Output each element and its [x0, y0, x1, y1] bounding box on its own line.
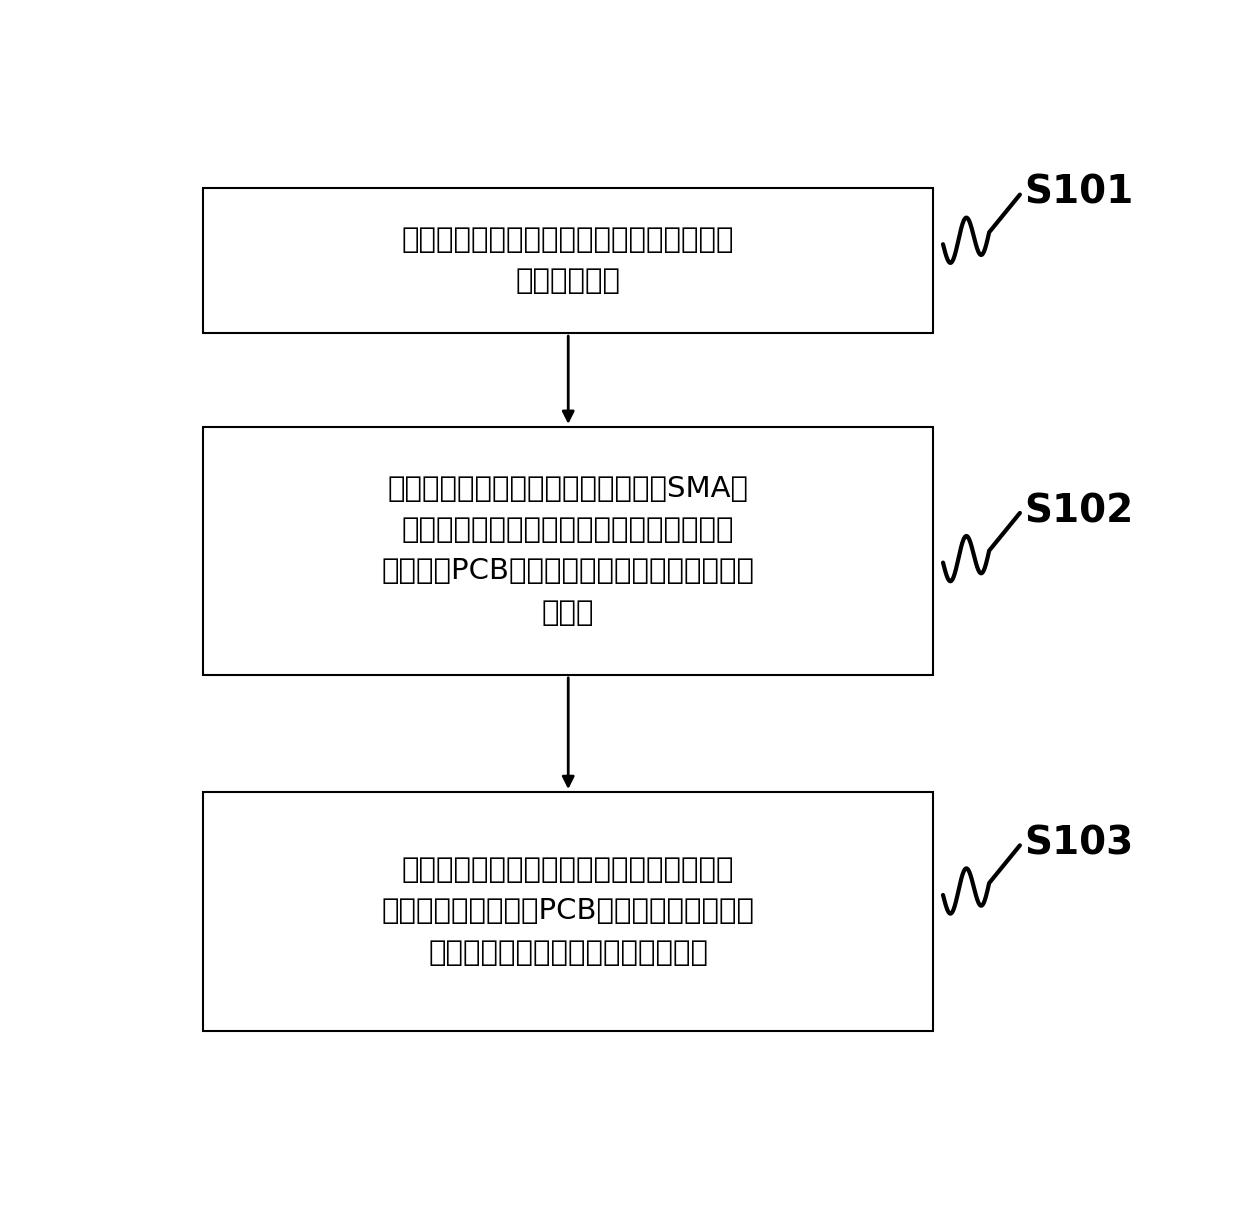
- Bar: [203, 188, 934, 333]
- Bar: [203, 427, 934, 675]
- Text: 控制所述介质波导滤波器的夹紧装置夹紧所
述介质波导滤波器和PCB板，以使所述网络分
析仪对所述介质波导滤波器进行测试: 控制所述介质波导滤波器的夹紧装置夹紧所 述介质波导滤波器和PCB板，以使所述网络…: [382, 856, 755, 967]
- Bar: [203, 792, 934, 1031]
- Text: S101: S101: [1024, 174, 1133, 212]
- Text: 提供如上述任一实施例所述的介质波导滤波
器的测试夹具: 提供如上述任一实施例所述的介质波导滤波 器的测试夹具: [402, 226, 734, 295]
- Text: S102: S102: [1024, 492, 1133, 530]
- Text: S103: S103: [1024, 824, 1133, 862]
- Text: 将所述介质波导滤波器的测试夹具的SMA连
接器与所述网络分析仪连接，并将介质波导
滤波器和PCB板设置于所述夹紧装置和测试装
置之间: 将所述介质波导滤波器的测试夹具的SMA连 接器与所述网络分析仪连接，并将介质波导…: [382, 475, 755, 626]
